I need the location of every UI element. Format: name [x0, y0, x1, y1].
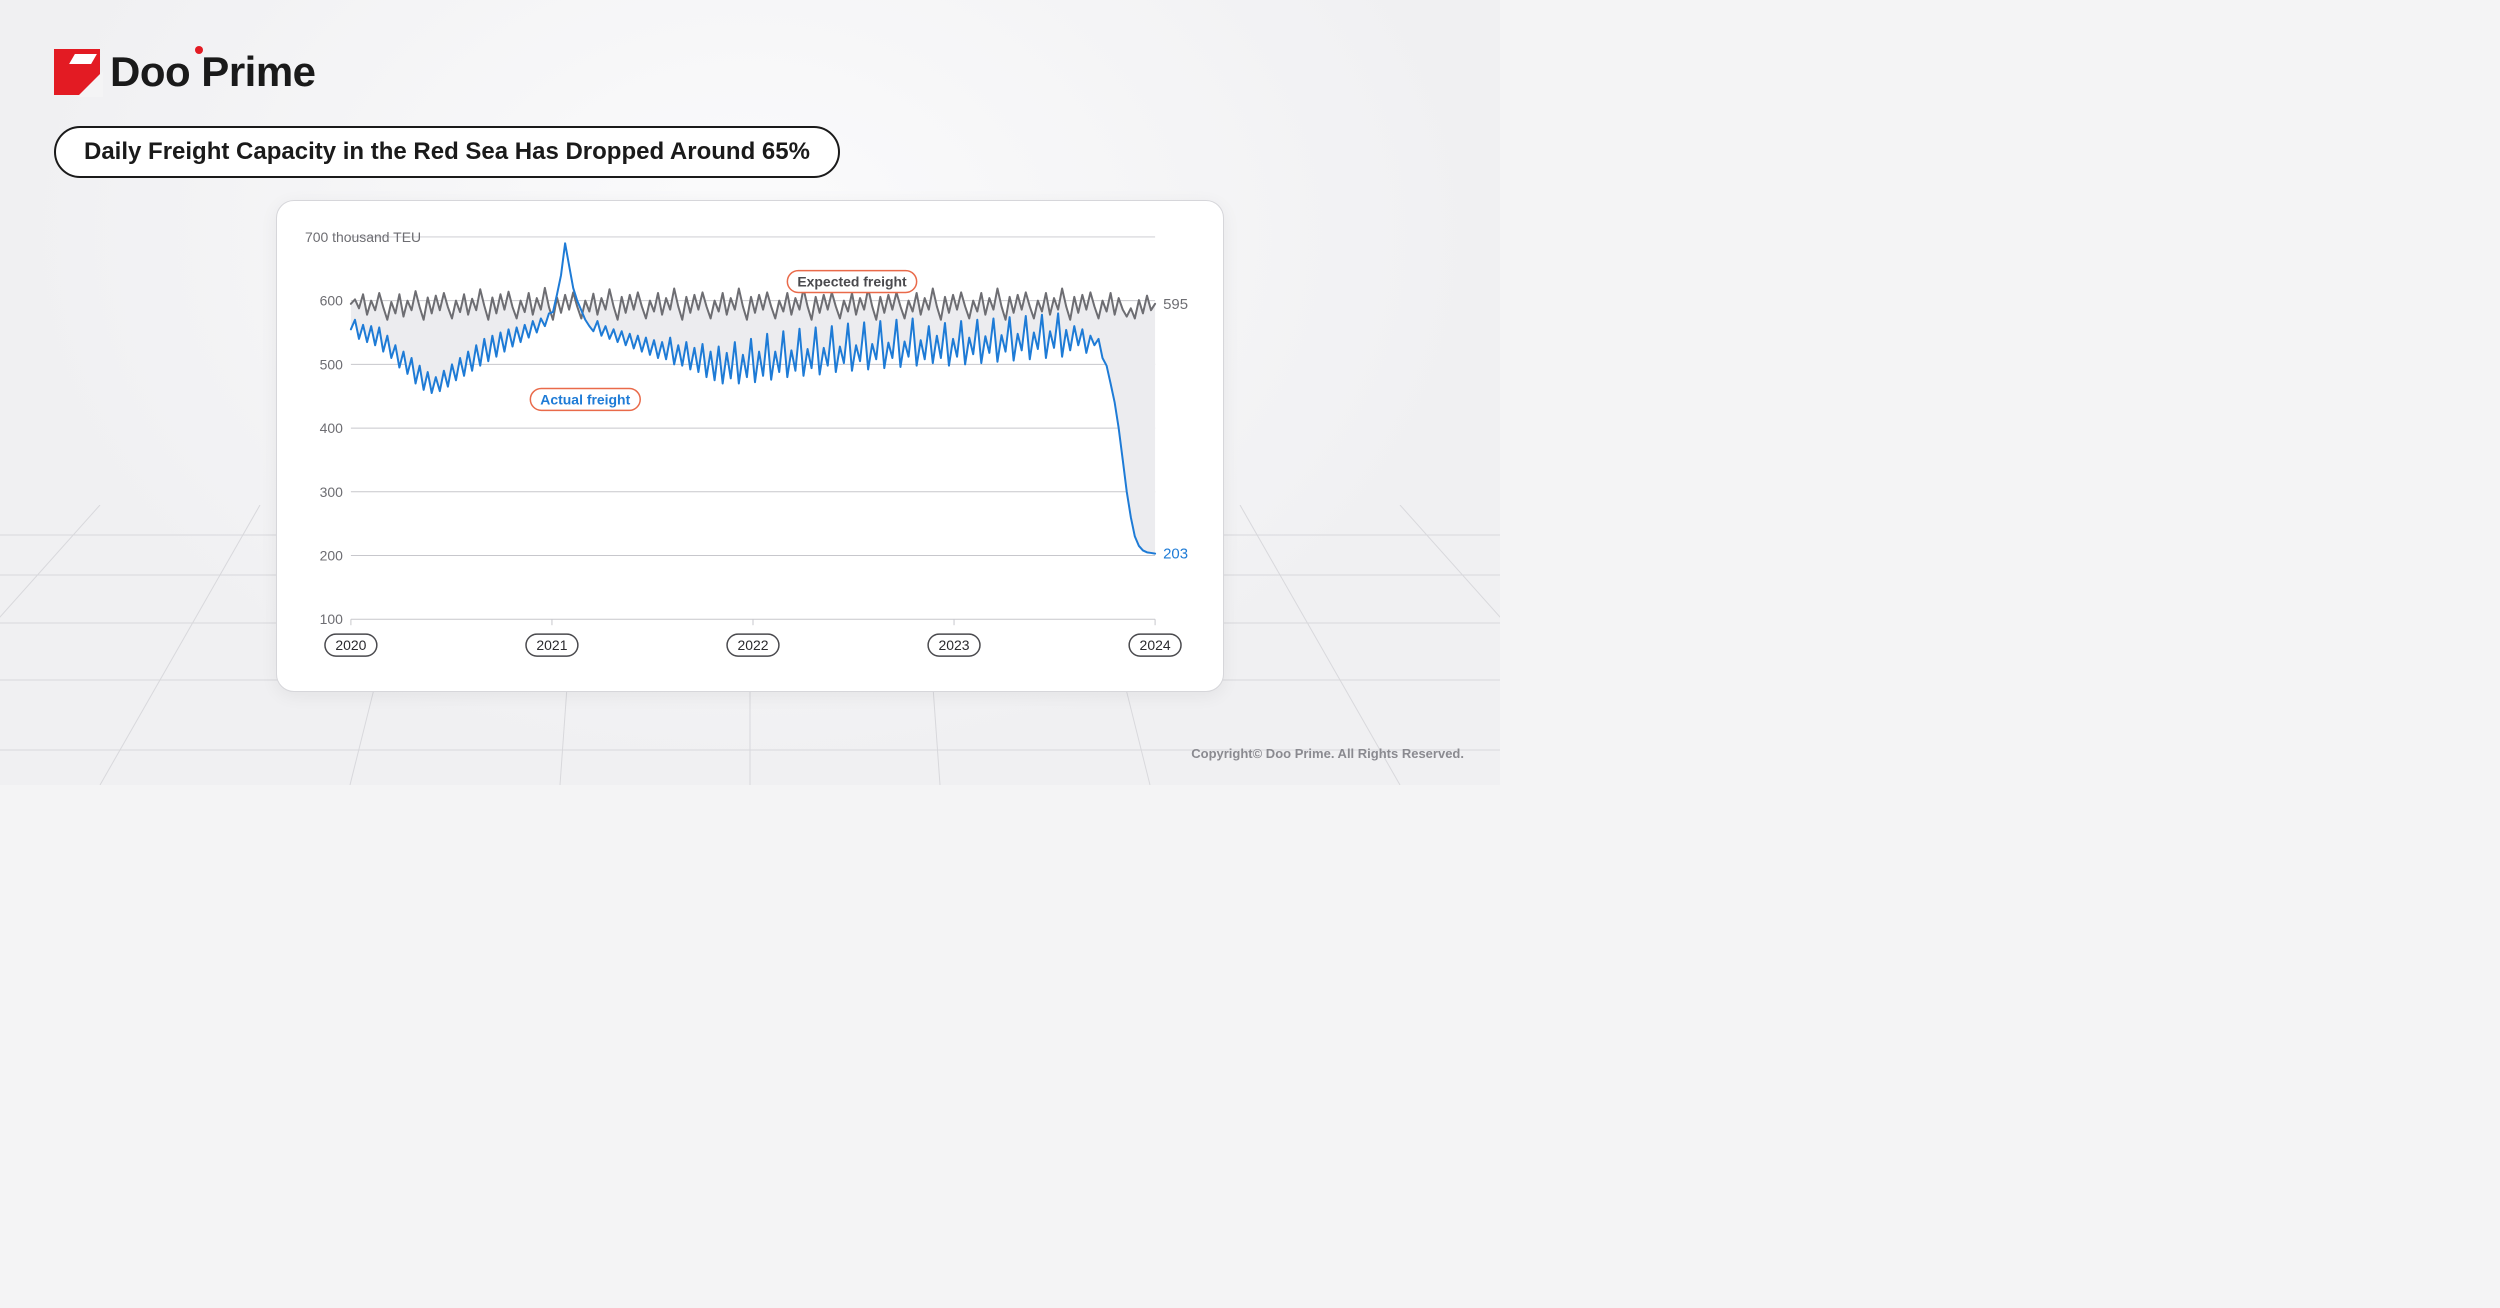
copyright-text: Copyright© Doo Prime. All Rights Reserve…	[1191, 746, 1464, 761]
headline-text: Daily Freight Capacity in the Red Sea Ha…	[84, 138, 810, 165]
chart-card: 100 200 300 400 500 600 700 thousand TEU 595 203…	[276, 200, 1224, 692]
svg-text:500: 500	[320, 356, 344, 372]
svg-text:700 thousand TEU: 700 thousand TEU	[305, 229, 421, 245]
brand-logo-mark	[54, 49, 100, 95]
svg-text:2021: 2021	[536, 637, 567, 653]
svg-text:2020: 2020	[335, 637, 366, 653]
headline-pill: Daily Freight Capacity in the Red Sea Ha…	[54, 126, 840, 178]
freight-line-chart: 100 200 300 400 500 600 700 thousand TEU 595 203…	[305, 223, 1195, 671]
svg-text:300: 300	[320, 484, 344, 500]
svg-text:600: 600	[320, 293, 344, 309]
svg-text:Expected freight: Expected freight	[797, 274, 907, 290]
brand-name: Doo Prime	[110, 48, 316, 95]
svg-text:2023: 2023	[939, 637, 970, 653]
brand-logo: Doo Prime	[54, 48, 316, 96]
svg-text:203: 203	[1163, 546, 1188, 563]
stage: Doo Prime Daily Freight Capacity in the …	[0, 0, 1500, 785]
svg-text:400: 400	[320, 420, 344, 436]
brand-logo-text: Doo Prime	[110, 48, 316, 96]
brand-logo-dot-icon	[195, 46, 203, 54]
svg-text:595: 595	[1163, 296, 1188, 313]
svg-text:200: 200	[320, 548, 344, 564]
svg-text:2022: 2022	[737, 637, 768, 653]
svg-text:2024: 2024	[1140, 637, 1171, 653]
svg-text:100: 100	[320, 611, 344, 627]
svg-text:Actual freight: Actual freight	[540, 391, 630, 407]
